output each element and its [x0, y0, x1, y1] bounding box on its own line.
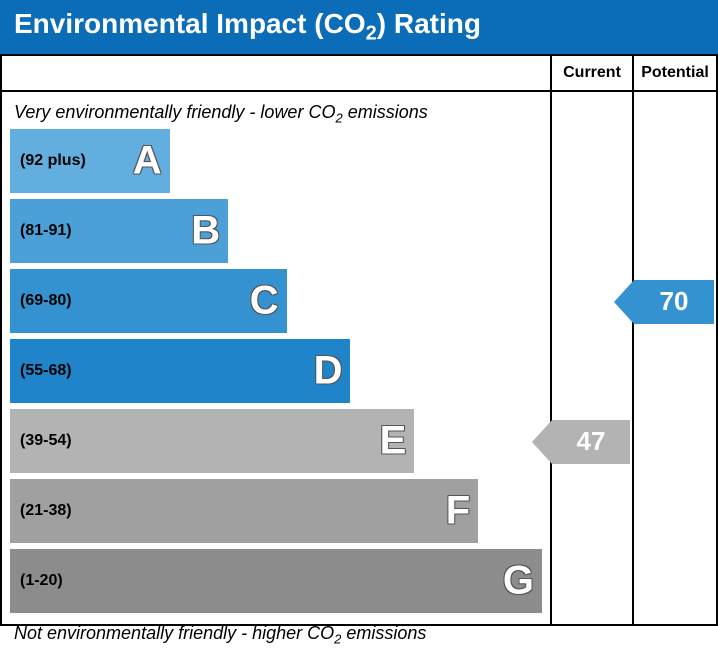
band-bar-a: (92 plus) A	[10, 129, 170, 193]
chart-body: Very environmentally friendly - lower CO…	[0, 54, 718, 626]
eir-chart: Environmental Impact (CO2) Rating Very e…	[0, 0, 718, 619]
band-bar-d: (55-68) D	[10, 339, 350, 403]
potential-rating-pointer-notch	[614, 280, 634, 324]
bands-column: Very environmentally friendly - lower CO…	[2, 56, 552, 624]
caption-bottom-suffix: emissions	[341, 623, 426, 643]
current-column: Current 47	[552, 56, 634, 624]
band-row-d: (55-68) D	[10, 339, 542, 403]
potential-column: Potential 70	[634, 56, 716, 624]
band-letter-g: G	[503, 559, 534, 604]
bands-body: Very environmentally friendly - lower CO…	[2, 92, 550, 624]
band-range-g: (1-20)	[10, 572, 63, 590]
potential-pointer-area: 70	[634, 92, 716, 624]
band-letter-d: D	[314, 349, 343, 394]
title-prefix: Environmental Impact (CO	[14, 8, 366, 39]
caption-bottom: Not environmentally friendly - higher CO…	[10, 619, 542, 651]
caption-top-sub: 2	[335, 110, 342, 125]
band-bar-e: (39-54) E	[10, 409, 414, 473]
band-bar-f: (21-38) F	[10, 479, 478, 543]
band-letter-b: B	[191, 209, 220, 254]
band-range-f: (21-38)	[10, 502, 72, 520]
band-row-c: (69-80) C	[10, 269, 542, 333]
current-pointer-area: 47	[552, 92, 632, 624]
band-row-g: (1-20) G	[10, 549, 542, 613]
caption-top-suffix: emissions	[343, 102, 428, 122]
band-range-c: (69-80)	[10, 292, 72, 310]
potential-rating-pointer-value: 70	[660, 286, 689, 317]
caption-bottom-prefix: Not environmentally friendly - higher CO	[14, 623, 334, 643]
bands-container: (92 plus) A (81-91) B (69-80) C (55-68) D (39-54…	[10, 129, 542, 613]
title-sub: 2	[366, 23, 377, 45]
chart-title: Environmental Impact (CO2) Rating	[0, 0, 718, 54]
title-suffix: ) Rating	[377, 8, 481, 39]
current-rating-pointer-value: 47	[577, 426, 606, 457]
current-rating-pointer-body: 47	[552, 420, 630, 464]
band-range-b: (81-91)	[10, 222, 72, 240]
potential-rating-pointer: 70	[634, 280, 714, 324]
current-rating-pointer: 47	[552, 420, 630, 464]
band-letter-a: A	[133, 139, 162, 184]
band-letter-c: C	[250, 279, 279, 324]
band-bar-b: (81-91) B	[10, 199, 228, 263]
caption-top: Very environmentally friendly - lower CO…	[10, 98, 542, 130]
band-row-b: (81-91) B	[10, 199, 542, 263]
potential-header: Potential	[634, 56, 716, 92]
band-letter-f: F	[446, 489, 470, 534]
potential-rating-pointer-body: 70	[634, 280, 714, 324]
current-rating-pointer-notch	[532, 420, 552, 464]
current-header: Current	[552, 56, 632, 92]
band-range-e: (39-54)	[10, 432, 72, 450]
band-bar-c: (69-80) C	[10, 269, 287, 333]
caption-top-prefix: Very environmentally friendly - lower CO	[14, 102, 335, 122]
bands-header	[2, 56, 550, 92]
caption-bottom-sub: 2	[334, 632, 341, 647]
band-letter-e: E	[380, 419, 407, 464]
band-bar-g: (1-20) G	[10, 549, 542, 613]
band-range-d: (55-68)	[10, 362, 72, 380]
band-row-f: (21-38) F	[10, 479, 542, 543]
band-row-e: (39-54) E	[10, 409, 542, 473]
band-row-a: (92 plus) A	[10, 129, 542, 193]
band-range-a: (92 plus)	[10, 152, 86, 170]
